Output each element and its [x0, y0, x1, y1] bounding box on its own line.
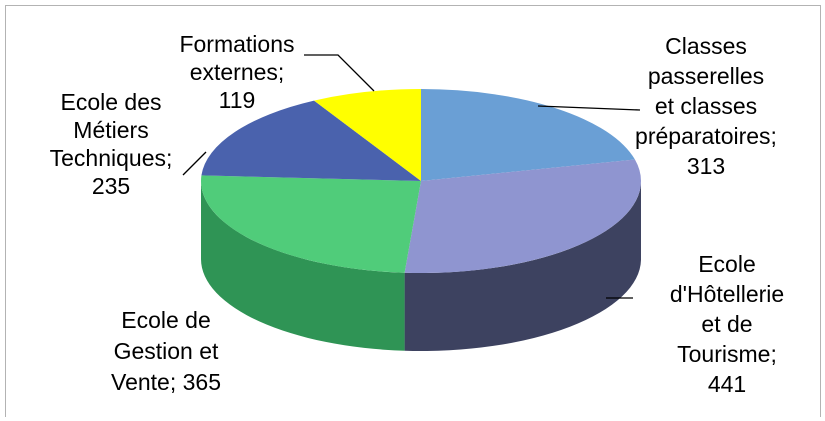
data-label-classes-passerelles-et-classes-preparatoires: Classes passerelles et classes préparatoire… — [635, 33, 777, 179]
data-label-line: Techniques; — [50, 145, 173, 171]
pie-tops — [200, 89, 641, 274]
pie-side-ecole-de-gestion-et-vente — [201, 181, 405, 351]
data-label-ecole-d-hotellerie-et-de-tourisme: Ecole d'Hôtellerie et de Tourisme; 441 — [670, 251, 784, 397]
leader-line-classes-passerelles-et-classes-preparatoires — [537, 105, 641, 111]
leader-line-ecole-des-metiers-techniques — [182, 151, 207, 176]
data-label-line: Ecole de — [121, 307, 211, 333]
pie-sides — [201, 181, 641, 351]
data-label-line: 441 — [708, 371, 746, 397]
leader-line-formations-externes — [304, 54, 375, 92]
data-label-line: 235 — [92, 173, 130, 199]
data-label-line: Tourisme; — [677, 341, 777, 367]
data-label-line: Vente; 365 — [111, 369, 221, 395]
chart-frame — [5, 5, 821, 417]
pie-slice-classes-passerelles-et-classes-preparatoires — [421, 89, 635, 181]
data-label-line: et de — [701, 311, 752, 337]
pie-side-ecole-d-hotellerie-et-de-tourisme — [404, 181, 641, 351]
pie-slice-ecole-d-hotellerie-et-de-tourisme — [404, 159, 641, 274]
data-label-line: 119 — [219, 87, 256, 113]
data-label-line: externes; — [190, 59, 285, 85]
data-label-line: Ecole — [698, 251, 756, 277]
data-label-line: 313 — [687, 153, 725, 179]
data-label-line: Classes — [665, 33, 747, 59]
data-label-line: passerelles — [648, 63, 764, 89]
data-label-line: Métiers — [73, 117, 148, 143]
data-label-line: d'Hôtellerie — [670, 281, 784, 307]
pie-slice-ecole-de-gestion-et-vente — [200, 175, 421, 273]
data-label-line: et classes — [655, 93, 757, 119]
data-labels: Classes passerelles et classes préparatoire… — [50, 31, 785, 397]
data-label-ecole-de-gestion-et-vente: Ecole de Gestion et Vente; 365 — [111, 307, 221, 395]
data-label-line: Gestion et — [114, 338, 219, 364]
leader-lines — [182, 54, 641, 299]
pie-slice-formations-externes — [314, 89, 421, 181]
data-label-line: Formations — [179, 31, 294, 57]
data-label-line: préparatoires; — [635, 123, 777, 149]
data-label-line: Ecole des — [60, 89, 161, 115]
pie-slice-ecole-des-metiers-techniques — [201, 100, 421, 181]
